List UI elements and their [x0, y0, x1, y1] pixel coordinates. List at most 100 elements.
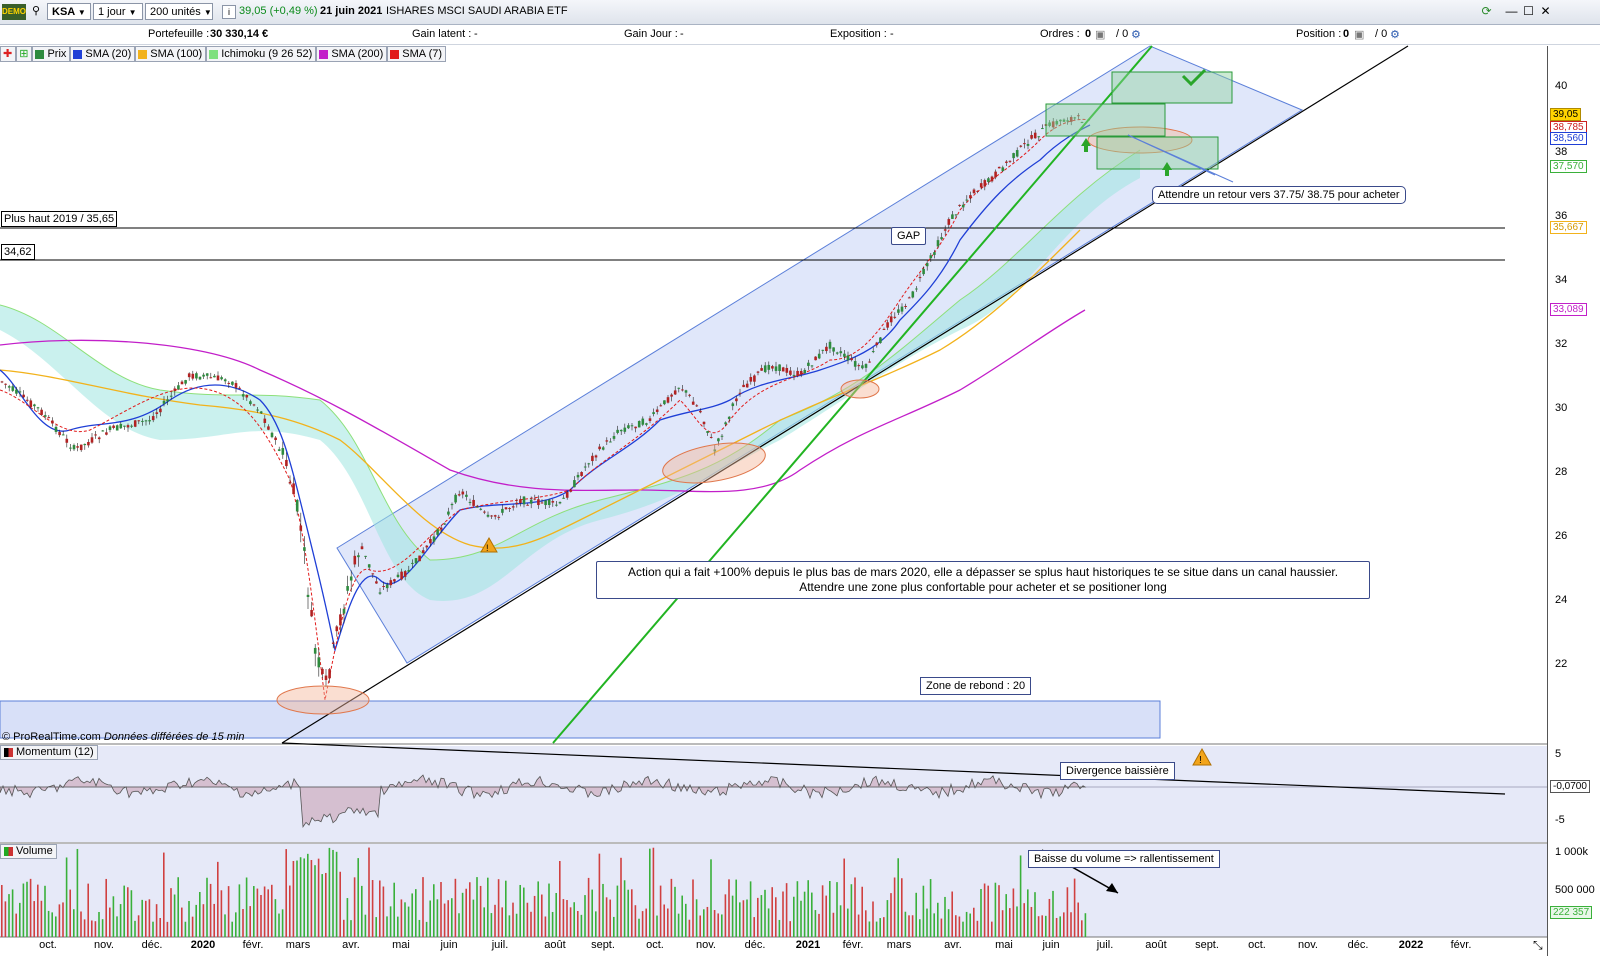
candle-body — [753, 375, 756, 382]
price-axis[interactable]: 40 38 36 34 32 30 28 26 24 22 39,05 38,7… — [1547, 46, 1600, 956]
legend-item[interactable]: SMA (100) — [135, 46, 207, 62]
candle-body — [771, 366, 774, 369]
resize-handle-icon[interactable]: ⤡ — [1533, 938, 1543, 952]
volume-bar — [289, 885, 291, 937]
volume-bar — [573, 902, 575, 937]
time-axis[interactable]: oct. nov. déc. 2020 févr. mars avr. mai juin juil… — [0, 937, 1547, 956]
position-icon[interactable]: ▣ — [1354, 29, 1365, 41]
sync-icon[interactable]: ⟳ — [1481, 4, 1492, 18]
last-price-label: 39,05 — [1550, 108, 1582, 121]
maximize-icon[interactable]: ☐ — [1523, 4, 1534, 18]
settings-gear-icon[interactable]: ⚙ — [1131, 29, 1141, 41]
volume-bar — [263, 886, 266, 937]
candle-body — [738, 392, 742, 394]
quote-date: 21 juin 2021 — [320, 5, 383, 17]
volume-bars — [1, 847, 1087, 937]
candle-body — [414, 558, 418, 564]
candle-body — [767, 364, 771, 370]
volume-bar — [339, 871, 341, 937]
legend-item[interactable]: Ichimoku (9 26 52) — [206, 46, 317, 62]
candle-body — [943, 229, 947, 231]
symbol-dropdown[interactable]: KSA ▼ — [47, 3, 91, 20]
units-dropdown[interactable]: 200 unités ▼ — [145, 3, 213, 20]
settings-gear-icon[interactable]: ⚙ — [1390, 29, 1400, 41]
volume-bar — [717, 913, 719, 937]
day-gain-value: - — [680, 28, 684, 40]
volume-bar — [649, 848, 651, 937]
volume-bar — [328, 847, 331, 937]
candle-body — [349, 576, 353, 581]
period-dropdown[interactable]: 1 jour ▼ — [93, 3, 143, 20]
x-tick-label: juin — [440, 939, 458, 951]
volume-bar — [537, 881, 539, 937]
candle-body — [529, 499, 533, 504]
candle-body — [378, 592, 382, 594]
volume-bar — [659, 885, 662, 937]
instrument-list-icon[interactable]: ⚲ — [31, 5, 41, 17]
legend-item[interactable]: SMA (20) — [70, 46, 136, 62]
expand-button[interactable]: ⊞ — [16, 46, 33, 62]
target-zone — [1045, 103, 1166, 137]
add-indicator-button[interactable]: ✚ — [0, 46, 17, 62]
ichimoku-price-label: 37,570 — [1550, 160, 1587, 173]
portfolio-value: 30 330,14 € — [210, 28, 269, 40]
volume-bar — [1073, 878, 1076, 937]
candle-body — [864, 364, 868, 368]
volume-bar — [980, 888, 982, 937]
candle-body — [515, 502, 519, 505]
candle-body — [886, 322, 889, 328]
candle-body — [627, 425, 630, 429]
legend-label: Ichimoku (9 26 52) — [221, 48, 313, 60]
volume-bar — [33, 901, 35, 937]
candle-body — [731, 403, 735, 407]
minimize-icon[interactable]: — — [1505, 4, 1518, 18]
volume-bar — [418, 919, 421, 937]
candle-body — [486, 514, 490, 517]
close-icon[interactable]: ✕ — [1540, 4, 1551, 18]
momentum-label: Momentum (12) — [16, 746, 94, 758]
candle-body — [1015, 150, 1019, 157]
candle-body — [490, 515, 493, 517]
volume-bar — [937, 902, 939, 937]
candle-body — [1059, 119, 1062, 122]
volume-bar — [217, 861, 219, 937]
volume-bar — [721, 914, 723, 937]
candle-body — [119, 423, 123, 429]
momentum-panel-label[interactable]: Momentum (12) — [0, 745, 98, 760]
candle-body — [915, 288, 918, 290]
legend-item[interactable]: SMA (7) — [387, 46, 447, 62]
volume-bar — [206, 877, 208, 937]
x-tick-label: 2021 — [795, 939, 821, 951]
candle-body — [821, 349, 825, 351]
candle-body — [285, 459, 288, 467]
candle-body — [432, 536, 436, 542]
legend-item[interactable]: Prix — [32, 46, 71, 62]
volume-bar — [602, 883, 604, 937]
volume-bar — [163, 852, 165, 937]
volume-bar — [1055, 917, 1058, 937]
volume-bar — [728, 879, 730, 937]
info-icon[interactable]: i — [222, 5, 236, 19]
x-tick-label: nov. — [1298, 939, 1318, 951]
volume-panel-label[interactable]: Volume — [0, 844, 57, 859]
candle-body — [810, 365, 814, 367]
x-tick-label: avr. — [944, 939, 962, 951]
x-tick-label: mars — [285, 939, 311, 951]
candle-body — [735, 398, 738, 402]
x-tick-label: sept. — [591, 939, 615, 951]
volume-bar — [623, 880, 626, 937]
candle-body — [87, 441, 90, 446]
orders-icon[interactable]: ▣ — [1095, 29, 1106, 41]
legend-item[interactable]: SMA (200) — [316, 46, 388, 62]
candle-body — [130, 425, 133, 427]
volume-bar — [656, 915, 658, 937]
volume-bar — [616, 885, 619, 937]
candle-body — [256, 409, 259, 411]
volume-bar — [227, 886, 230, 937]
volume-bar — [69, 889, 71, 937]
volume-bar — [1012, 888, 1015, 937]
divergence-label: Divergence baissière — [1060, 762, 1175, 780]
candle-body — [976, 190, 979, 192]
chevron-down-icon: ▼ — [203, 8, 212, 17]
candle-body — [526, 504, 529, 506]
